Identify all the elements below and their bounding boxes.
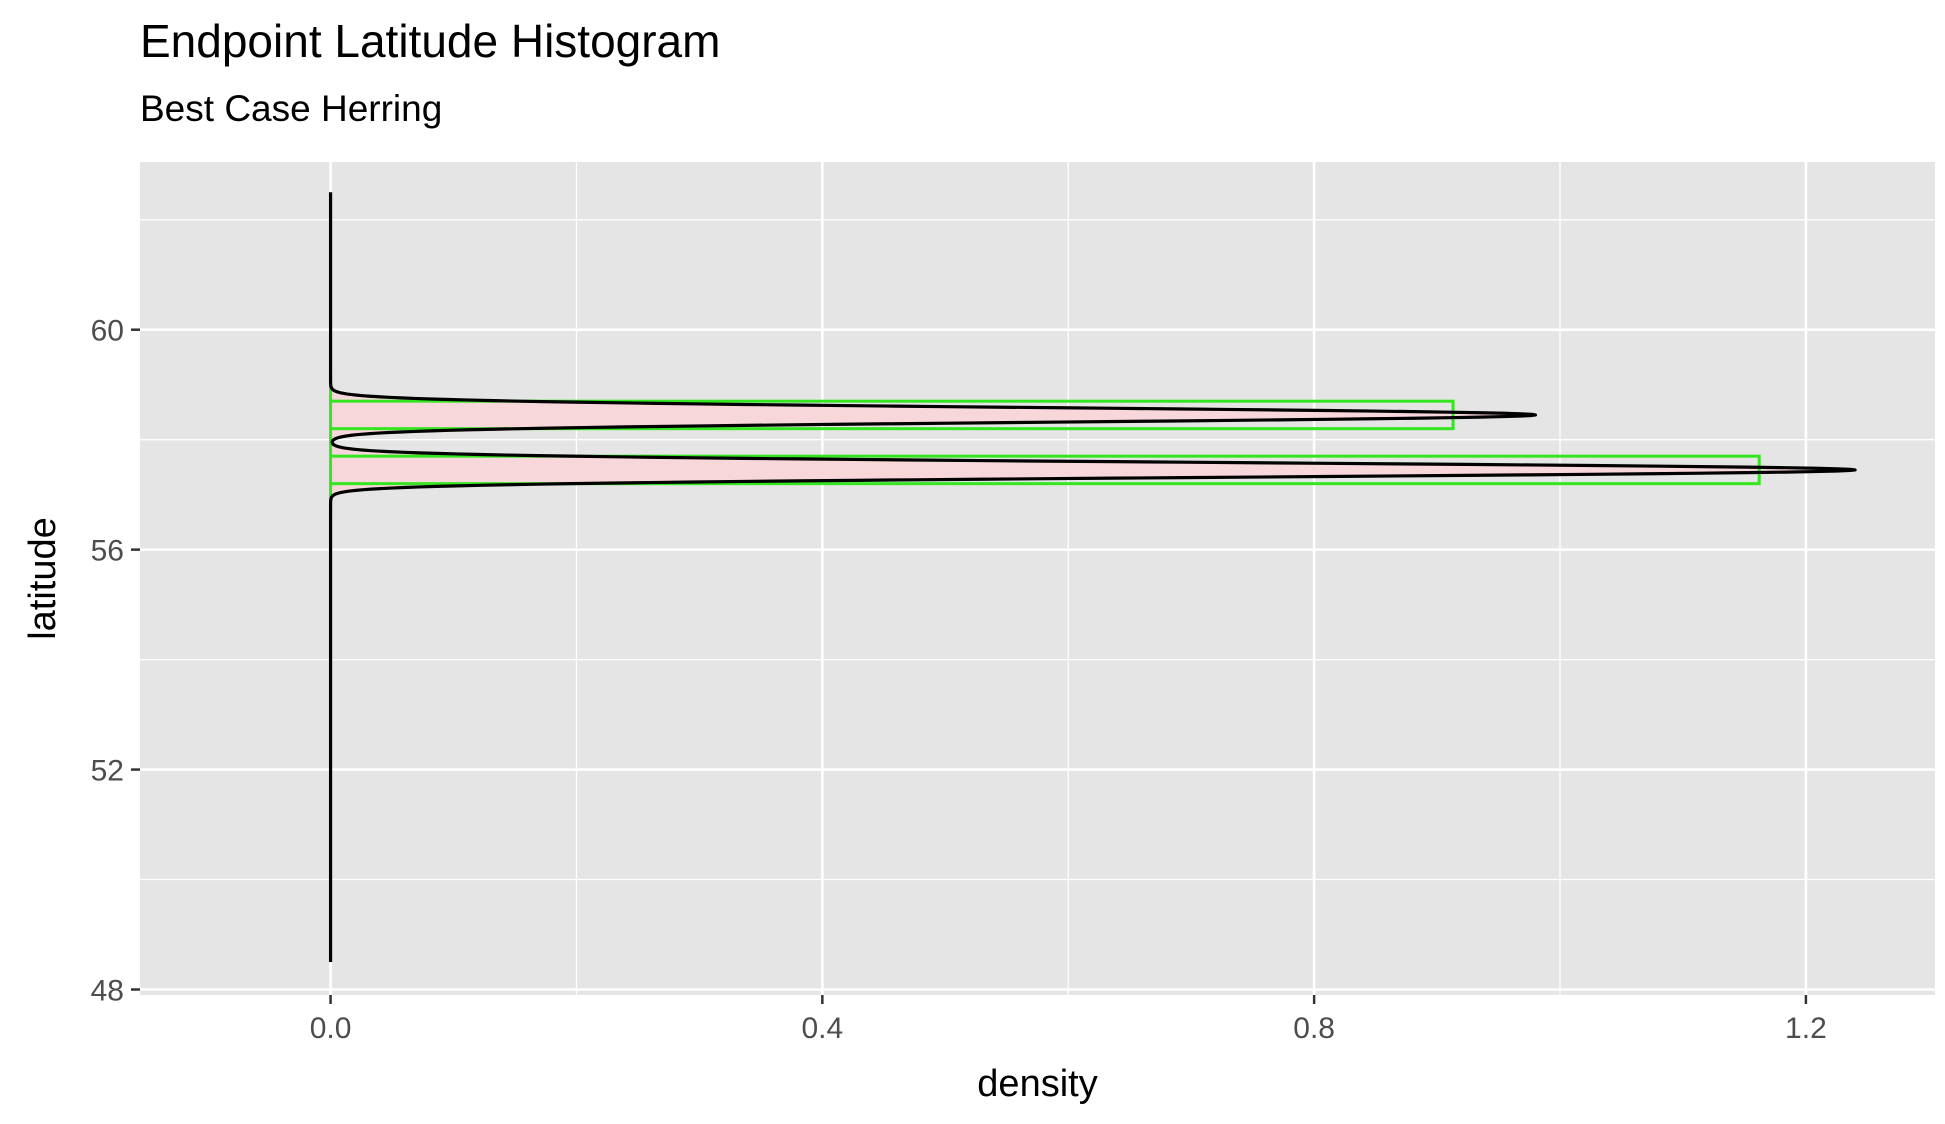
x-tick-label: 1.2 [1785, 1012, 1827, 1045]
chart-title: Endpoint Latitude Histogram [140, 15, 721, 67]
y-axis-title: latitude [22, 517, 64, 640]
density-curve [328, 191, 1857, 964]
y-tick-label: 56 [91, 535, 124, 568]
x-tick-label: 0.8 [1293, 1012, 1335, 1045]
density-curve-layer [328, 191, 1857, 964]
y-tick-label: 52 [91, 755, 124, 788]
histogram-bar [329, 454, 1761, 486]
chart-subtitle: Best Case Herring [140, 88, 443, 129]
plot-panel [140, 162, 1935, 995]
x-axis-title: density [977, 1063, 1097, 1105]
y-tick-label: 48 [91, 975, 124, 1008]
minor-gridlines [140, 162, 1935, 995]
x-tick-label: 0.4 [801, 1012, 843, 1045]
x-tick-label: 0.0 [310, 1012, 352, 1045]
histogram-bar [329, 399, 1455, 431]
y-tick-label: 60 [91, 315, 124, 348]
axes: 0.0 0.4 0.8 1.2 48 52 56 60 [91, 315, 1827, 1045]
